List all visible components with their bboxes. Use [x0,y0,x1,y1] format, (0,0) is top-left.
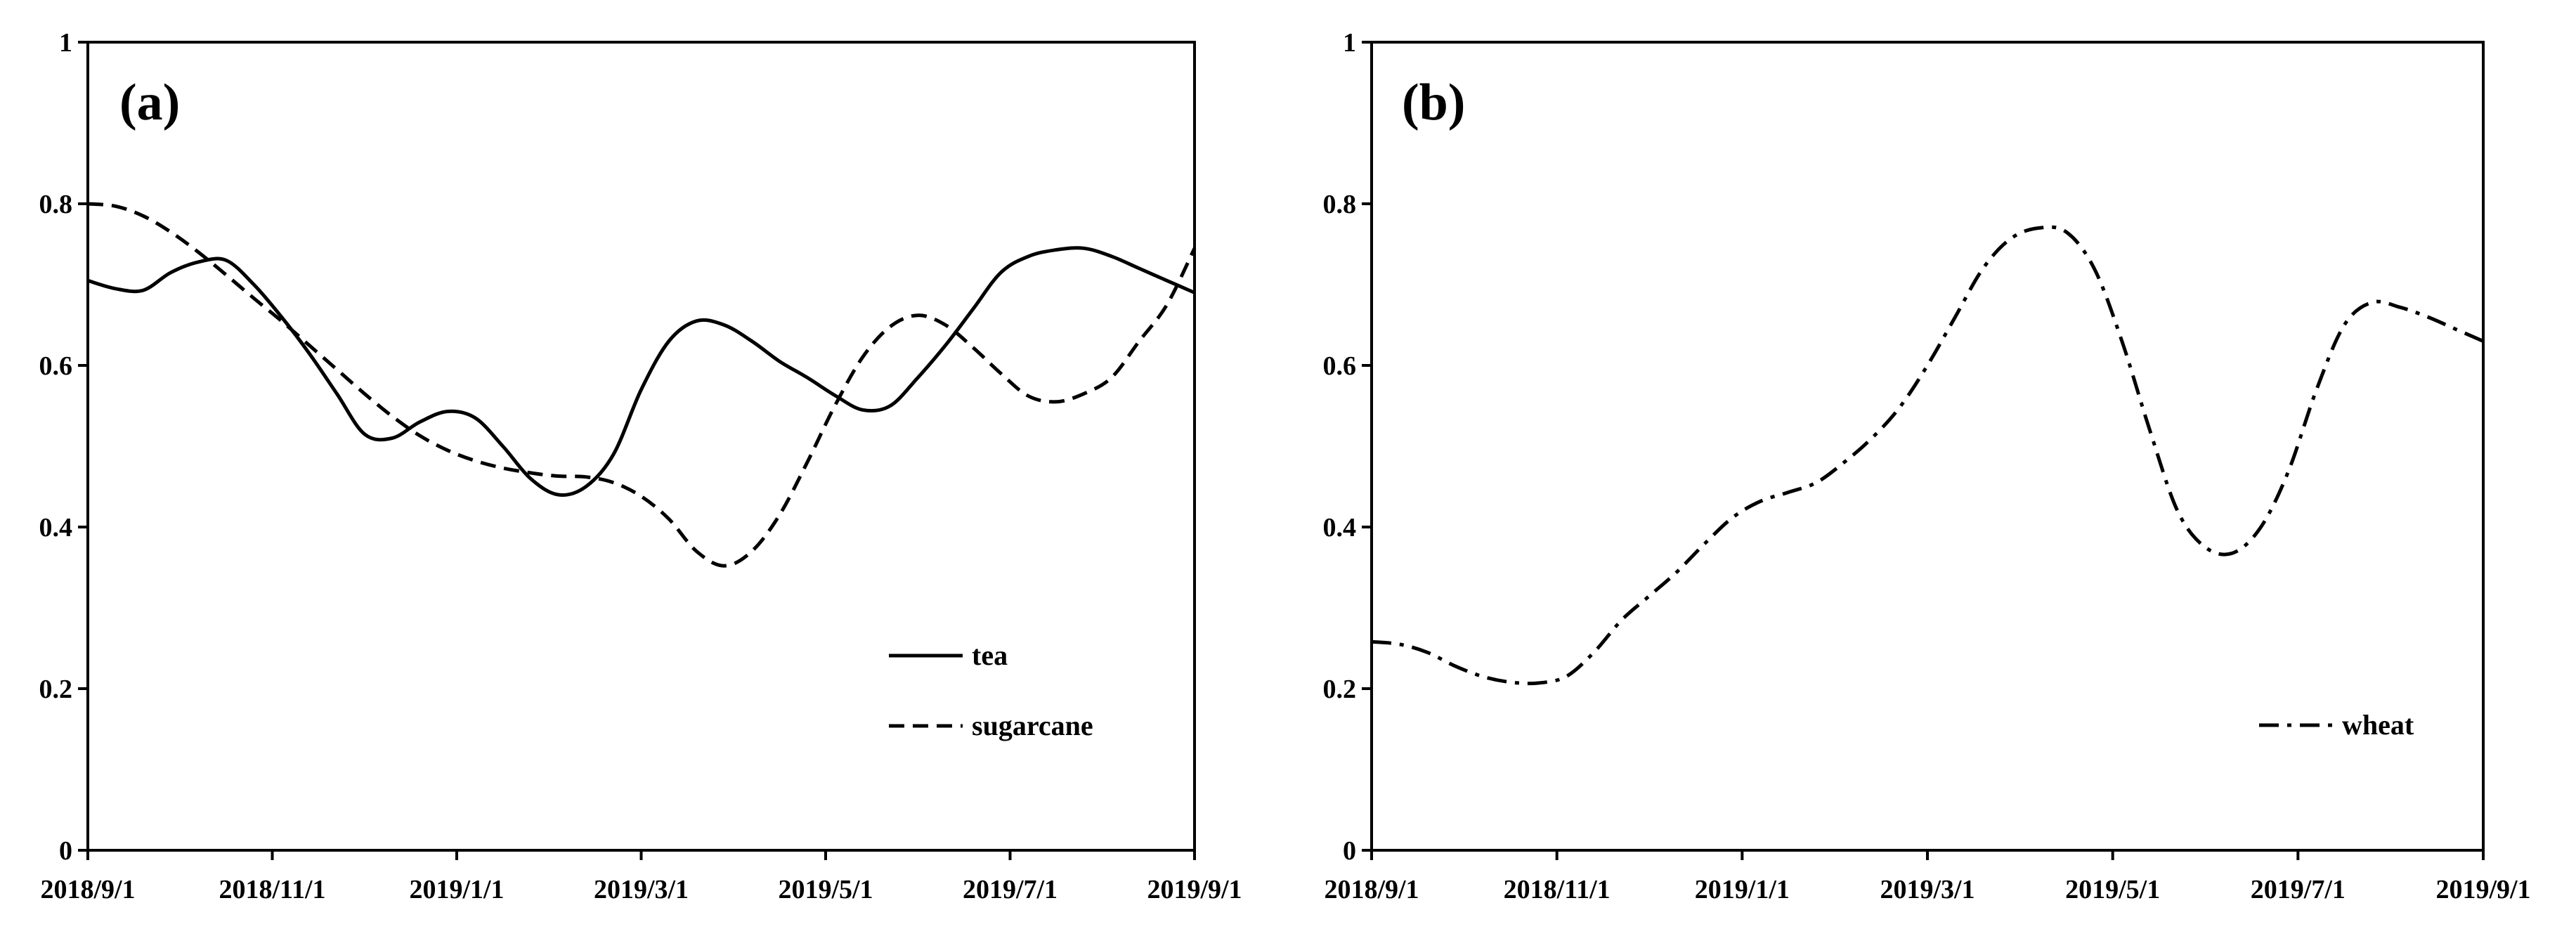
y-tick-label: 0.4 [39,513,73,542]
y-tick-label: 0 [59,836,72,866]
x-tick-label: 2019/3/1 [1880,875,1975,904]
x-tick-label: 2018/11/1 [219,875,325,904]
y-tick-label: 0.6 [1323,351,1357,381]
y-tick-label: 1 [59,28,72,58]
x-tick-label: 2019/1/1 [409,875,504,904]
panel-b-chart: 0 0.2 0.4 0.6 0.8 1 2018/9/1 2018/11/1 2019/1/1 2… [1323,28,2531,904]
y-tick-label: 0.8 [39,190,73,219]
x-tick-label: 2019/5/1 [2065,875,2160,904]
x-tick-label: 2019/1/1 [1695,875,1790,904]
panel-label: (b) [1402,74,1465,131]
panel-label: (a) [119,74,180,131]
x-tick-label: 2018/9/1 [1324,875,1419,904]
y-tick-label: 0.8 [1323,190,1357,219]
y-tick-label: 0.4 [1323,513,1357,542]
series-line-wheat [1371,225,2485,686]
x-tick-label: 2019/7/1 [963,875,1058,904]
y-tick-label: 0.6 [39,351,73,381]
y-tick-label: 0.2 [39,675,73,704]
x-tick-label: 2018/9/1 [40,875,135,904]
x-tick-label: 2019/5/1 [778,875,873,904]
plot-frame [1370,41,2485,852]
y-tick-label: 0 [1343,836,1356,866]
x-tick-label: 2019/9/1 [2435,875,2530,904]
legend-label-wheat: wheat [2342,709,2414,741]
x-tick-label: 2019/7/1 [2251,875,2346,904]
y-tick-label: 1 [1343,28,1356,58]
legend-label-tea: tea [972,639,1008,671]
series-line-sugarcane [87,202,1197,568]
series-line-tea [87,246,1196,497]
panel-a-chart: 0 0.2 0.4 0.6 0.8 1 2018/9/1 2018/11/1 2019/1/1 2… [39,28,1242,904]
x-tick-label: 2019/3/1 [594,875,689,904]
x-tick-label: 2018/11/1 [1504,875,1611,904]
x-tick-label: 2019/9/1 [1147,875,1242,904]
legend-label-sugarcane: sugarcane [972,710,1093,741]
y-tick-label: 0.2 [1323,675,1357,704]
